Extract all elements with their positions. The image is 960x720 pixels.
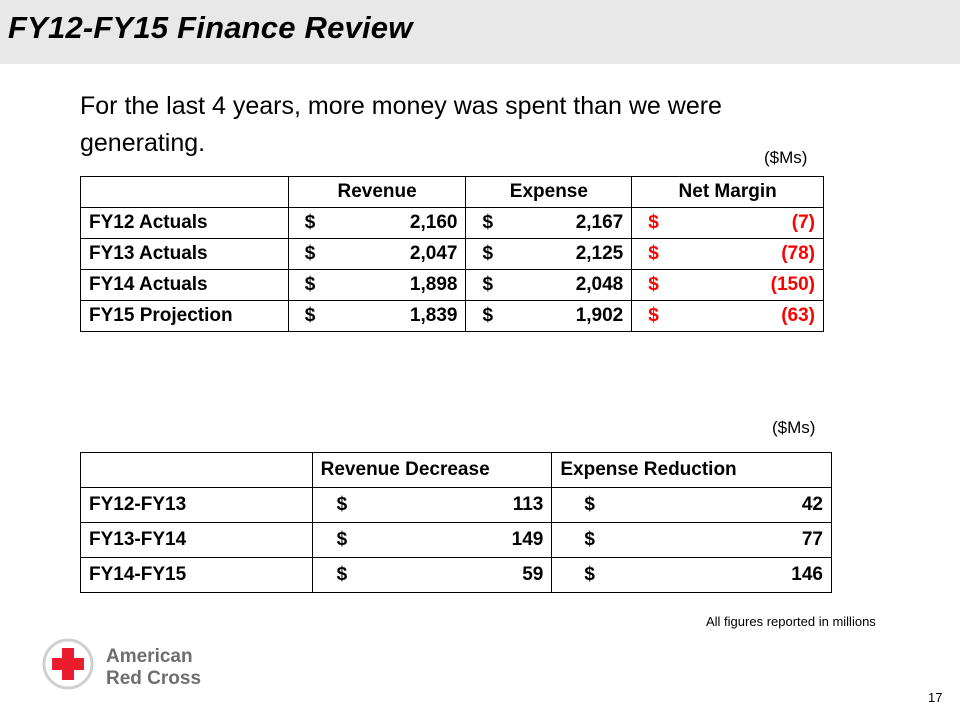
currency-symbol: $ [584, 564, 595, 585]
currency-symbol: $ [648, 274, 659, 295]
currency-symbol: $ [482, 305, 494, 326]
header-net-margin: Net Margin [631, 176, 824, 208]
header-expense-reduction: Expense Reduction [551, 452, 832, 488]
row-label: FY14-FY15 [80, 557, 313, 593]
expense-value: 2,125 [575, 243, 624, 264]
currency-symbol: $ [584, 494, 595, 515]
currency-symbol: $ [304, 274, 316, 295]
currency-symbol: $ [336, 529, 348, 550]
revenue-value: 2,047 [409, 243, 458, 264]
expense-reduction-value: 146 [791, 564, 823, 585]
row-label: FY12-FY13 [80, 487, 313, 523]
currency-symbol: $ [304, 305, 316, 326]
slide-title: FY12-FY15 Finance Review [8, 10, 413, 45]
header-empty [80, 452, 313, 488]
revenue-decrease-value: 59 [522, 564, 544, 585]
units-label-table1: ($Ms) [764, 148, 808, 167]
currency-symbol: $ [648, 212, 659, 233]
currency-symbol: $ [648, 243, 659, 264]
header-empty [80, 176, 289, 208]
revenue-decrease-value: 113 [512, 494, 544, 515]
net-margin-value: (63) [781, 305, 815, 326]
change-table: Revenue Decrease Expense Reduction FY12-… [80, 452, 832, 593]
red-cross-logo-icon [42, 638, 94, 690]
expense-reduction-value: 42 [801, 494, 823, 515]
table-header-row: Revenue Decrease Expense Reduction [80, 452, 832, 488]
logo-line-2: Red Cross [106, 668, 202, 689]
net-margin-value: (150) [770, 274, 815, 295]
table-row: FY15 Projection $1,839 $1,902 $ (63) [80, 300, 824, 332]
currency-symbol: $ [482, 243, 494, 264]
expense-reduction-value: 77 [801, 529, 823, 550]
units-label-table2: ($Ms) [772, 418, 816, 437]
row-label: FY13 Actuals [80, 238, 289, 270]
table-row: FY12 Actuals $2,160 $2,167 $ (7) [80, 207, 824, 239]
title-bar [0, 0, 960, 64]
currency-symbol: $ [336, 494, 348, 515]
currency-symbol: $ [648, 305, 659, 326]
table-row: FY13-FY14 $149 $77 [80, 522, 832, 558]
row-label: FY14 Actuals [80, 269, 289, 301]
net-margin-value: (78) [781, 243, 815, 264]
expense-value: 2,048 [575, 274, 624, 295]
revenue-value: 1,839 [409, 305, 458, 326]
table-header-row: Revenue Expense Net Margin [80, 176, 824, 208]
expense-value: 1,902 [575, 305, 624, 326]
slide-subtitle: For the last 4 years, more money was spe… [80, 92, 722, 157]
revenue-value: 1,898 [409, 274, 458, 295]
table-row: FY12-FY13 $113 $42 [80, 487, 832, 523]
logo-line-1: American [106, 646, 193, 667]
row-label: FY15 Projection [80, 300, 289, 332]
row-label: FY12 Actuals [80, 207, 289, 239]
row-label: FY13-FY14 [80, 522, 313, 558]
header-revenue: Revenue [287, 176, 467, 208]
revenue-value: 2,160 [409, 212, 458, 233]
table-row: FY13 Actuals $2,047 $2,125 $ (78) [80, 238, 824, 270]
currency-symbol: $ [304, 243, 316, 264]
footnote: All figures reported in millions [706, 614, 876, 629]
logo-wordmark: American Red Cross [106, 646, 201, 690]
revenue-decrease-value: 149 [511, 529, 544, 550]
table-row: FY14 Actuals $1,898 $2,048 $ (150) [80, 269, 824, 301]
expense-value: 2,167 [575, 212, 624, 233]
page-number: 17 [928, 690, 943, 705]
currency-symbol: $ [482, 212, 494, 233]
currency-symbol: $ [584, 529, 595, 550]
finance-table: Revenue Expense Net Margin FY12 Actuals … [80, 176, 824, 332]
header-expense: Expense [465, 176, 633, 208]
currency-symbol: $ [304, 212, 316, 233]
currency-symbol: $ [336, 564, 348, 585]
table-row: FY14-FY15 $59 $146 [80, 557, 832, 593]
header-revenue-decrease: Revenue Decrease [311, 452, 553, 488]
net-margin-value: (7) [791, 212, 815, 233]
currency-symbol: $ [482, 274, 494, 295]
